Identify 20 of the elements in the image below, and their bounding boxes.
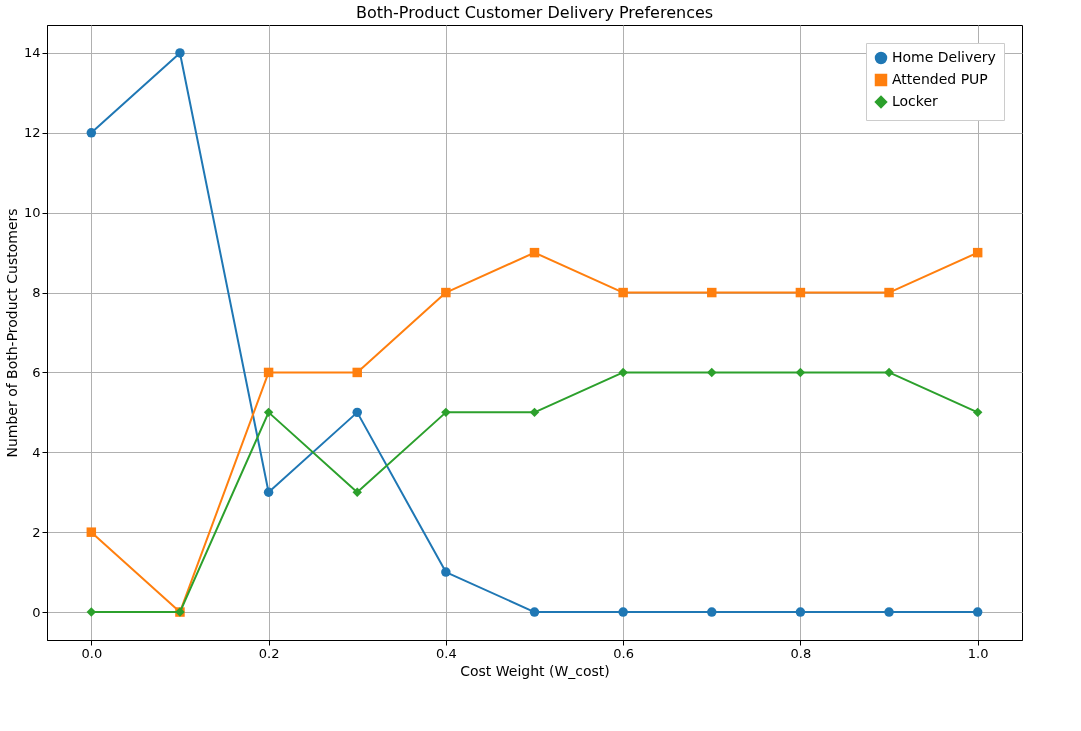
legend-label: Home Delivery	[892, 49, 996, 65]
y-tick-label: 12	[23, 125, 41, 141]
y-tick-label: 14	[23, 45, 41, 61]
legend-label: Attended PUP	[892, 71, 988, 87]
y-tick-label: 6	[32, 364, 41, 380]
x-tick-label: 0.6	[613, 645, 634, 661]
y-tick-label: 8	[32, 285, 41, 301]
legend-label: Locker	[892, 93, 939, 109]
y-tick-label: 0	[32, 604, 41, 620]
x-tick-label: 0.0	[81, 645, 103, 661]
x-tick-label: 0.2	[258, 645, 280, 661]
chart-title: Both-Product Customer Delivery Preferences	[355, 3, 714, 22]
x-tick-label: 0.4	[436, 645, 457, 661]
x-tick-label: 0.8	[790, 645, 812, 661]
y-tick-label: 10	[23, 205, 41, 221]
x-tick-label: 1.0	[967, 645, 989, 661]
y-axis-title: Number of Both-Product Customers	[3, 208, 20, 458]
x-axis-title: Cost Weight (W_cost)	[460, 662, 610, 679]
y-tick-label: 4	[32, 444, 41, 460]
y-tick-label: 2	[32, 524, 41, 540]
